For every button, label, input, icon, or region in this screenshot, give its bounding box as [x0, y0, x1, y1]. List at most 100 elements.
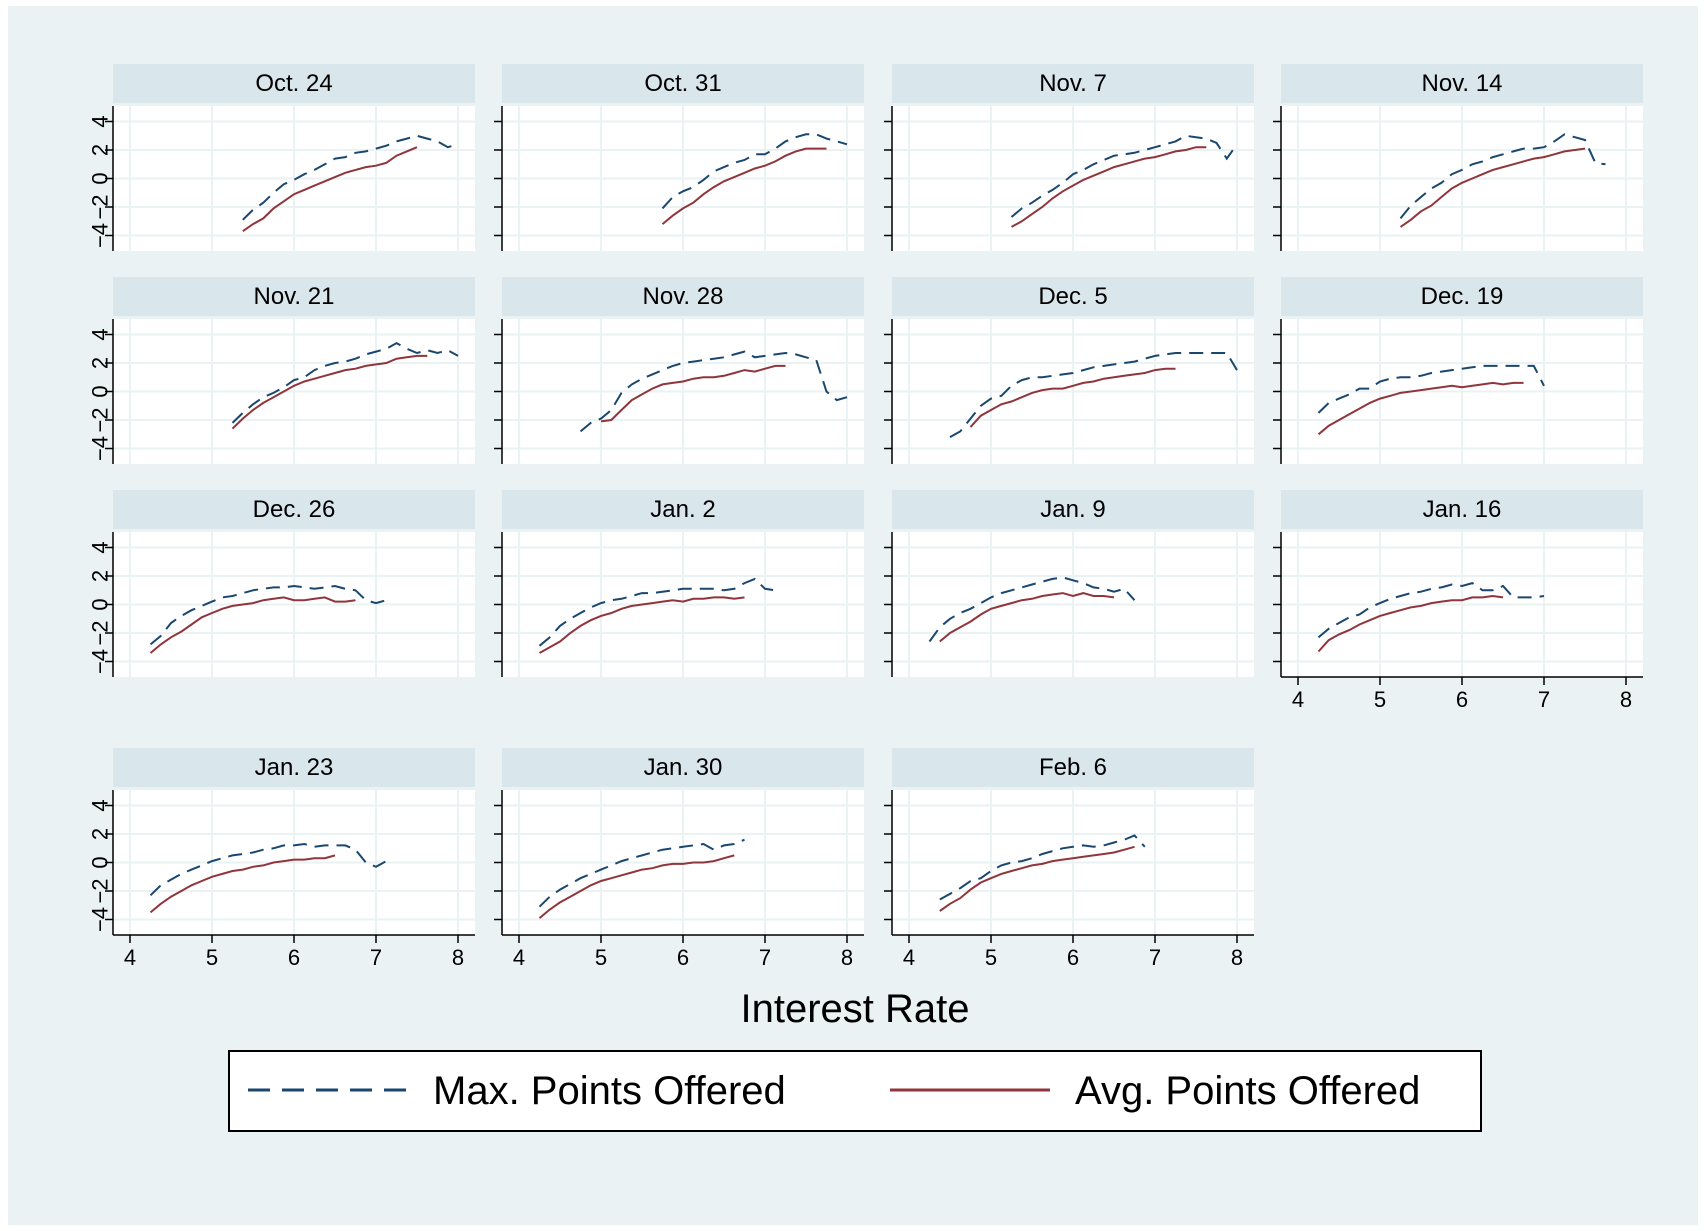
series-line-max	[538, 577, 776, 647]
x-tick-label: 6	[288, 945, 300, 970]
x-tick-label: 8	[1620, 687, 1632, 712]
series-line-max	[939, 834, 1146, 901]
panel-title: Dec. 5	[1038, 283, 1107, 310]
panel-strip	[892, 64, 1254, 103]
x-tick-label: 6	[1456, 687, 1468, 712]
series-line-max	[579, 350, 848, 433]
legend-box	[228, 1050, 1482, 1132]
y-tick-label: 2	[88, 828, 113, 840]
series-line-avg	[149, 854, 336, 914]
series-line-avg	[242, 146, 418, 233]
panel-strip	[113, 277, 475, 316]
series-line-avg	[538, 854, 735, 919]
panel-title: Dec. 19	[1421, 283, 1504, 310]
panel: Dec. 5	[884, 277, 1254, 464]
panel-strip	[502, 748, 864, 787]
x-tick-label: 8	[841, 945, 853, 970]
panel-title: Oct. 31	[644, 70, 721, 97]
x-tick-label: 4	[903, 945, 915, 970]
series-line-max	[231, 341, 459, 424]
y-tick-label: 4	[88, 115, 113, 127]
panel-title: Jan. 16	[1423, 496, 1502, 523]
y-tick-label: 2	[88, 357, 113, 369]
panel-title: Nov. 28	[643, 283, 724, 310]
series-line-max	[1317, 582, 1545, 639]
panels: Oct. 24 −4 −2 0 2 4 Oct. 31 Nov. 7 Nov. 14 Nov. 2…	[88, 64, 1643, 970]
x-tick-label: 5	[206, 945, 218, 970]
panel-title: Nov. 14	[1422, 70, 1503, 97]
legend-label: Max. Points Offered	[433, 1069, 786, 1113]
x-tick-label: 5	[595, 945, 607, 970]
x-tick-label: 8	[1231, 945, 1243, 970]
series-line-avg	[1317, 381, 1524, 436]
series-line-max	[149, 842, 387, 897]
panel-title: Dec. 26	[253, 496, 336, 523]
panel: Jan. 16 4 5 6 7 8	[1273, 490, 1643, 712]
series-line-avg	[661, 147, 827, 225]
panel: Jan. 9	[884, 490, 1254, 677]
y-tick-label: −2	[88, 194, 113, 219]
panel-strip	[113, 748, 475, 787]
x-tick-label: 6	[1067, 945, 1079, 970]
series-line-avg	[600, 364, 786, 423]
y-tick-label: 0	[88, 172, 113, 184]
panel-title: Feb. 6	[1039, 754, 1107, 781]
panel-strip	[892, 490, 1254, 529]
series-line-avg	[231, 354, 428, 430]
y-tick-label: 0	[88, 385, 113, 397]
panel-strip	[113, 490, 475, 529]
y-tick-label: 4	[88, 799, 113, 811]
panel: Dec. 26 −4 −2 0 2 4	[88, 490, 475, 677]
panel-title: Nov. 21	[254, 283, 335, 310]
panel-strip	[892, 748, 1254, 787]
panel-strip	[1281, 64, 1643, 103]
y-tick-label: 0	[88, 856, 113, 868]
x-tick-label: 8	[452, 945, 464, 970]
panel: Oct. 24 −4 −2 0 2 4	[88, 64, 475, 251]
panel-title: Nov. 7	[1039, 70, 1107, 97]
panel: Jan. 2	[494, 490, 864, 677]
series-line-avg	[149, 596, 356, 654]
y-tick-label: −4	[88, 649, 113, 674]
panel-title: Jan. 2	[650, 496, 715, 523]
legend-label: Avg. Points Offered	[1075, 1069, 1420, 1113]
panel: Jan. 23 −4 −2 0 2 4 4 5 6 7 8	[88, 748, 475, 970]
panel-strip	[1281, 490, 1643, 529]
panel-title: Jan. 30	[644, 754, 723, 781]
series-line-max	[928, 576, 1136, 643]
x-tick-label: 4	[1292, 687, 1304, 712]
y-tick-label: −4	[88, 907, 113, 932]
panel-strip	[113, 64, 475, 103]
panel: Oct. 31	[494, 64, 864, 251]
series-line-max	[1010, 134, 1238, 218]
x-tick-label: 5	[1374, 687, 1386, 712]
panel-strip	[502, 490, 864, 529]
x-tick-label: 7	[1149, 945, 1161, 970]
panel: Nov. 14	[1273, 64, 1643, 251]
y-tick-label: −2	[88, 407, 113, 432]
y-tick-label: −4	[88, 436, 113, 461]
y-tick-label: −4	[88, 223, 113, 248]
panel: Feb. 6 4 5 6 7 8	[884, 748, 1254, 970]
series-line-avg	[1317, 594, 1504, 653]
panel: Dec. 19	[1273, 277, 1643, 464]
y-tick-label: 0	[88, 598, 113, 610]
series-line-avg	[939, 845, 1135, 912]
panel-title: Jan. 9	[1040, 496, 1105, 523]
series-line-avg	[939, 592, 1115, 643]
x-tick-label: 7	[1538, 687, 1550, 712]
y-tick-label: 4	[88, 541, 113, 553]
series-line-avg	[1011, 146, 1207, 228]
series-line-max	[538, 838, 745, 908]
panel-strip	[502, 64, 864, 103]
x-tick-label: 7	[370, 945, 382, 970]
y-tick-label: 4	[88, 328, 113, 340]
series-line-avg	[539, 596, 745, 654]
series-line-avg	[969, 367, 1176, 428]
x-tick-label: 5	[985, 945, 997, 970]
panel-strip	[502, 277, 864, 316]
series-line-max	[242, 134, 459, 221]
y-tick-label: −2	[88, 878, 113, 903]
y-tick-label: −2	[88, 620, 113, 645]
